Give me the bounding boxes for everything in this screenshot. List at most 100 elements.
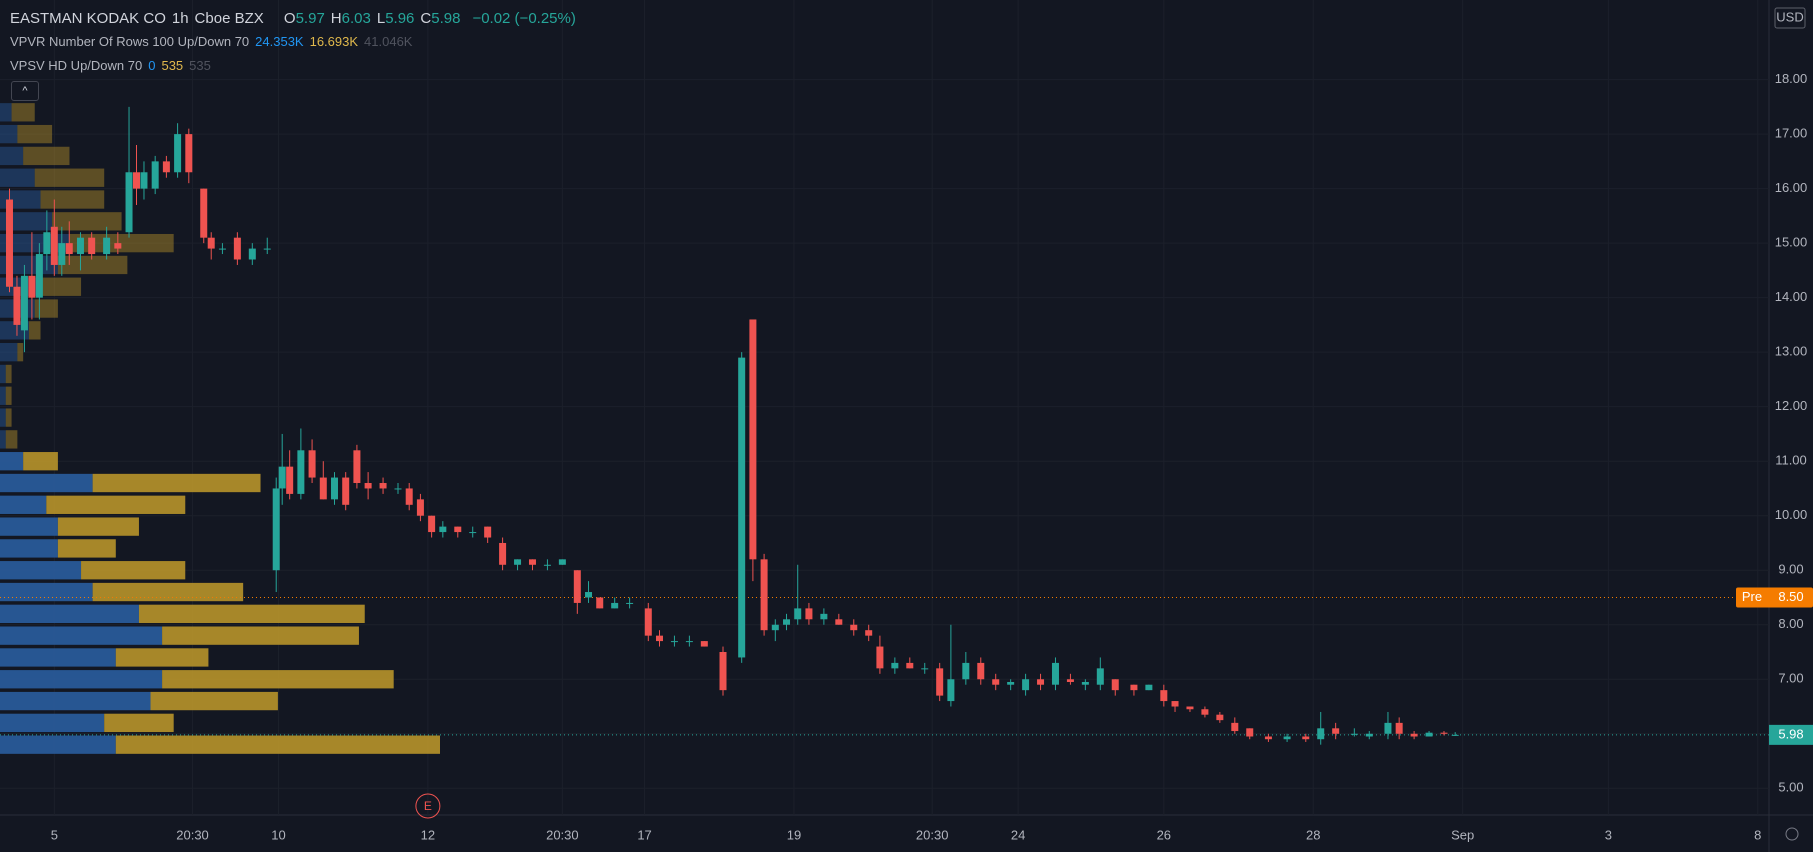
volume-profile-up [0, 582, 93, 602]
candle-body [1007, 681, 1015, 685]
volume-profile-down [23, 146, 70, 166]
candle-body [405, 488, 413, 505]
candle-body [103, 237, 111, 255]
volume-profile-up [0, 561, 82, 580]
volume-profile-down [115, 735, 440, 754]
y-tick-label: 18.00 [1775, 71, 1808, 86]
volume-profile-down [92, 582, 244, 602]
volume-profile-up [0, 452, 24, 471]
candle-body [1130, 684, 1138, 691]
y-tick-label: 13.00 [1775, 344, 1808, 359]
candle-body [921, 668, 929, 670]
settings-icon[interactable] [1785, 827, 1799, 841]
volume-profile-down [92, 473, 261, 493]
candle-body [125, 172, 133, 233]
candle-body [50, 226, 58, 265]
candle-body [319, 477, 327, 500]
candle-body [1201, 709, 1209, 715]
candle-body [528, 559, 536, 565]
candle-body [394, 488, 402, 490]
volume-profile-down [11, 103, 35, 122]
candle-body [992, 679, 1000, 685]
candle-body [1186, 706, 1194, 710]
volume-profile-down [104, 713, 174, 733]
volume-profile-up [0, 670, 163, 689]
exchange: Cboe BZX [194, 10, 264, 27]
candle-body [58, 243, 66, 265]
currency-box[interactable] [1774, 7, 1806, 29]
volume-profile-up [0, 604, 139, 623]
candle-body [13, 286, 21, 325]
indicator-vpsv: VPSV HD Up/Down 70 0 535 535 [10, 58, 217, 73]
candle-body [200, 188, 208, 238]
candle-body [585, 592, 593, 598]
candle-body [977, 662, 985, 680]
volume-profile-down [57, 517, 139, 536]
candle-body [379, 483, 387, 489]
candle-body [5, 199, 13, 287]
x-tick-label: 12 [421, 827, 435, 842]
volume-profile-down [5, 408, 12, 427]
candle-body [558, 559, 566, 565]
volume-profile-down [52, 212, 122, 231]
volume-profile-up [0, 386, 6, 405]
x-tick-label: 20:30 [916, 827, 949, 842]
volume-profile-up [0, 735, 116, 754]
volume-profile-up [0, 124, 18, 144]
y-tick-label: 17.00 [1775, 126, 1808, 141]
volume-profile-down [34, 168, 105, 187]
earnings-label: E [424, 799, 432, 813]
volume-profile-up [0, 691, 151, 711]
candle-body [162, 161, 170, 173]
collapse-button[interactable]: ^ [11, 81, 39, 101]
x-tick-label: 3 [1605, 827, 1612, 842]
volume-profile-up [0, 343, 18, 362]
candle-body [865, 630, 873, 636]
candle-body [35, 254, 43, 298]
earnings-marker[interactable] [415, 793, 441, 819]
candle-body [1216, 714, 1224, 721]
indicator-value: 0 [148, 58, 156, 73]
candle-body [218, 248, 226, 250]
candle-body [700, 641, 708, 647]
ohlc: O5.97 H6.03 L5.96 C5.98 [284, 10, 467, 27]
x-tick-label: 24 [1011, 827, 1025, 842]
volume-profile-down [138, 604, 365, 623]
candle-body [1451, 734, 1459, 736]
volume-profile-down [17, 343, 24, 362]
candle-body [114, 243, 122, 249]
candle-body [330, 477, 338, 500]
candle-body [573, 570, 581, 603]
candle-body [1160, 690, 1168, 702]
candle-body [233, 237, 241, 260]
volume-profile-up [0, 168, 35, 187]
candle-body [484, 526, 492, 538]
candle-body [1231, 722, 1239, 732]
ohlc-label: C [420, 10, 432, 27]
candle-body [626, 602, 634, 604]
candle-body [1440, 732, 1448, 734]
currency: USD [1776, 9, 1803, 24]
candle-body [297, 450, 305, 494]
volume-profile-down [23, 452, 58, 471]
y-tick-label: 15.00 [1775, 235, 1808, 250]
candle-body [1302, 736, 1310, 740]
y-tick-label: 8.00 [1778, 616, 1803, 631]
y-tick-label: 16.00 [1775, 180, 1808, 195]
ohlc-label: H [330, 10, 342, 27]
change: −0.02 (−0.25%) [472, 10, 576, 27]
indicator-vpvr: VPVR Number Of Rows 100 Up/Down 70 24.353… [10, 34, 418, 49]
x-tick-label: 28 [1306, 827, 1320, 842]
volume-profile-down [34, 299, 58, 318]
candle-body [364, 483, 372, 489]
volume-profile-up [0, 255, 58, 275]
candle-body [685, 641, 693, 643]
candle-body [820, 613, 828, 620]
pre-market-label: Pre [1742, 589, 1762, 604]
y-tick-label: 10.00 [1775, 507, 1808, 522]
candle-body [611, 602, 619, 609]
candle-body [286, 466, 294, 494]
grid [0, 0, 1769, 815]
